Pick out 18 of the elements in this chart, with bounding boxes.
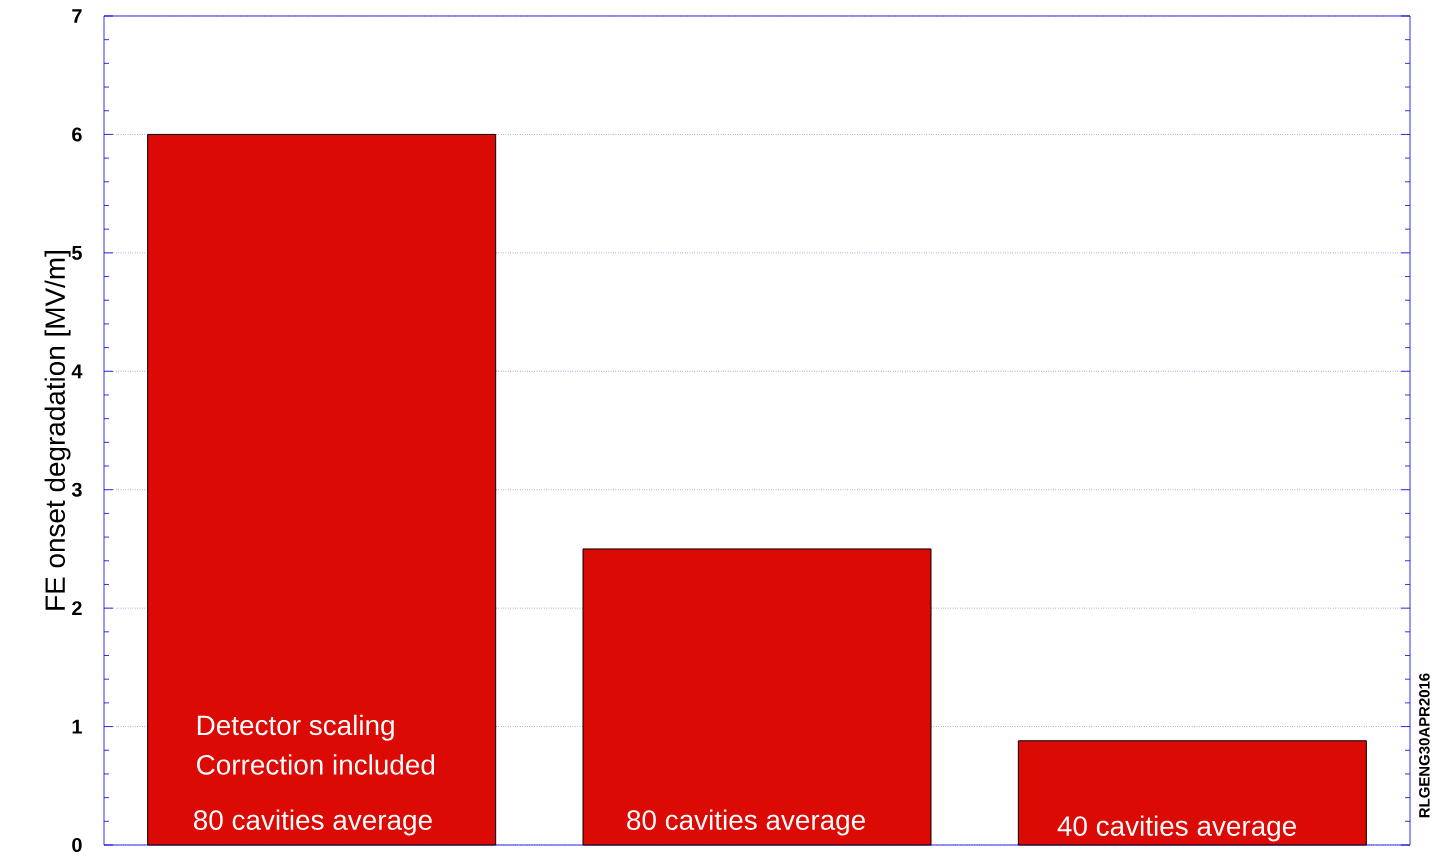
y-tick-label: 5	[72, 245, 82, 260]
annotation: 40 cavities average	[1057, 815, 1296, 842]
bar	[582, 548, 932, 846]
annotation: Correction included	[197, 754, 435, 775]
annotation: 80 cavities average	[194, 809, 432, 836]
y-tick-label: 4	[71, 364, 83, 379]
y-tick-label: 2	[72, 601, 82, 616]
y-tick-label: 1	[72, 719, 82, 734]
bar	[147, 133, 497, 846]
y-tick-label: 0	[72, 837, 82, 853]
bar	[1017, 740, 1367, 846]
text: RLGENG30APR2016	[1419, 673, 1430, 818]
y-tick-label: 7	[72, 9, 82, 23]
y-tick-label: 6	[72, 127, 82, 142]
annotation: Detector scaling	[197, 714, 394, 741]
y-tick-label: 3	[71, 482, 82, 497]
annotation: 80 cavities average	[627, 809, 865, 836]
y-axis-title: FE onset degradation [MV/m]	[44, 251, 71, 610]
